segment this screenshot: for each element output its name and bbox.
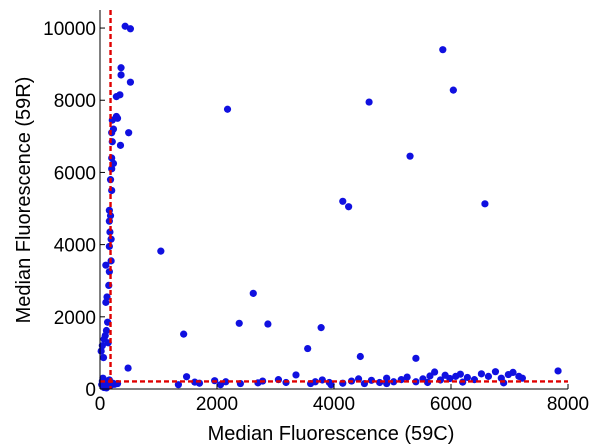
data-point — [477, 370, 486, 378]
data-point — [102, 326, 111, 335]
data-point — [117, 64, 125, 72]
data-point — [365, 98, 373, 106]
data-point — [345, 203, 353, 211]
data-point — [390, 378, 398, 386]
y-tick-label: 2000 — [54, 308, 96, 329]
data-point — [157, 247, 165, 255]
data-point — [249, 289, 257, 297]
y-tick-label: 10000 — [43, 19, 96, 40]
data-point — [481, 200, 489, 208]
data-point — [102, 298, 110, 306]
data-point — [327, 381, 335, 389]
data-point — [449, 86, 457, 94]
data-point — [383, 374, 391, 382]
data-point — [125, 129, 133, 137]
data-point — [102, 261, 110, 269]
data-point — [117, 71, 125, 79]
x-tick-label: 6000 — [430, 394, 472, 415]
data-point — [406, 152, 414, 160]
data-point — [356, 352, 364, 361]
data-point — [216, 381, 225, 389]
data-point — [174, 381, 182, 389]
data-point — [412, 354, 420, 362]
data-point — [113, 114, 122, 122]
data-point — [484, 372, 493, 380]
data-point — [456, 370, 464, 378]
x-tick-label: 0 — [95, 394, 106, 415]
y-tick-label: 4000 — [54, 236, 96, 257]
plot-points — [97, 22, 562, 392]
x-tick-label: 8000 — [547, 394, 589, 415]
data-point — [223, 105, 232, 113]
data-point — [106, 228, 114, 236]
x-tick-label: 2000 — [196, 394, 238, 415]
data-point — [235, 319, 243, 327]
data-point — [509, 368, 517, 376]
data-point — [463, 373, 471, 382]
axes — [99, 10, 569, 390]
data-point — [317, 324, 325, 332]
data-point — [264, 320, 272, 328]
data-point — [439, 46, 447, 54]
data-point — [126, 78, 135, 86]
data-point — [106, 212, 115, 220]
data-point — [292, 371, 300, 379]
data-point — [99, 353, 108, 362]
data-point — [339, 197, 347, 205]
data-point — [126, 25, 135, 33]
y-tick-label: 0 — [85, 380, 96, 401]
data-point — [107, 235, 115, 243]
y-tick-label: 8000 — [54, 91, 96, 112]
data-point — [124, 364, 132, 372]
data-point — [554, 367, 562, 375]
data-point — [403, 373, 411, 381]
data-point — [116, 141, 125, 149]
x-axis-label: Median Fluorescence (59C) — [208, 423, 455, 445]
tick-labels: 0 2000 4000 6000 8000 0 2000 4000 6000 8000 10000 — [43, 19, 589, 415]
data-point — [98, 342, 106, 350]
data-point — [116, 91, 124, 99]
x-tick-label: 4000 — [313, 394, 355, 415]
y-axis-label: Median Fluorescence (59R) — [13, 77, 35, 324]
data-point — [426, 372, 434, 380]
data-point — [491, 368, 500, 376]
data-point — [180, 330, 188, 338]
threshold-lines — [100, 10, 568, 389]
data-point — [222, 378, 230, 386]
data-point — [431, 368, 439, 376]
data-point — [182, 373, 191, 381]
data-point — [518, 374, 526, 382]
data-point — [103, 293, 111, 301]
y-tick-label: 6000 — [54, 163, 96, 184]
data-point — [97, 347, 105, 355]
data-point — [304, 344, 312, 353]
